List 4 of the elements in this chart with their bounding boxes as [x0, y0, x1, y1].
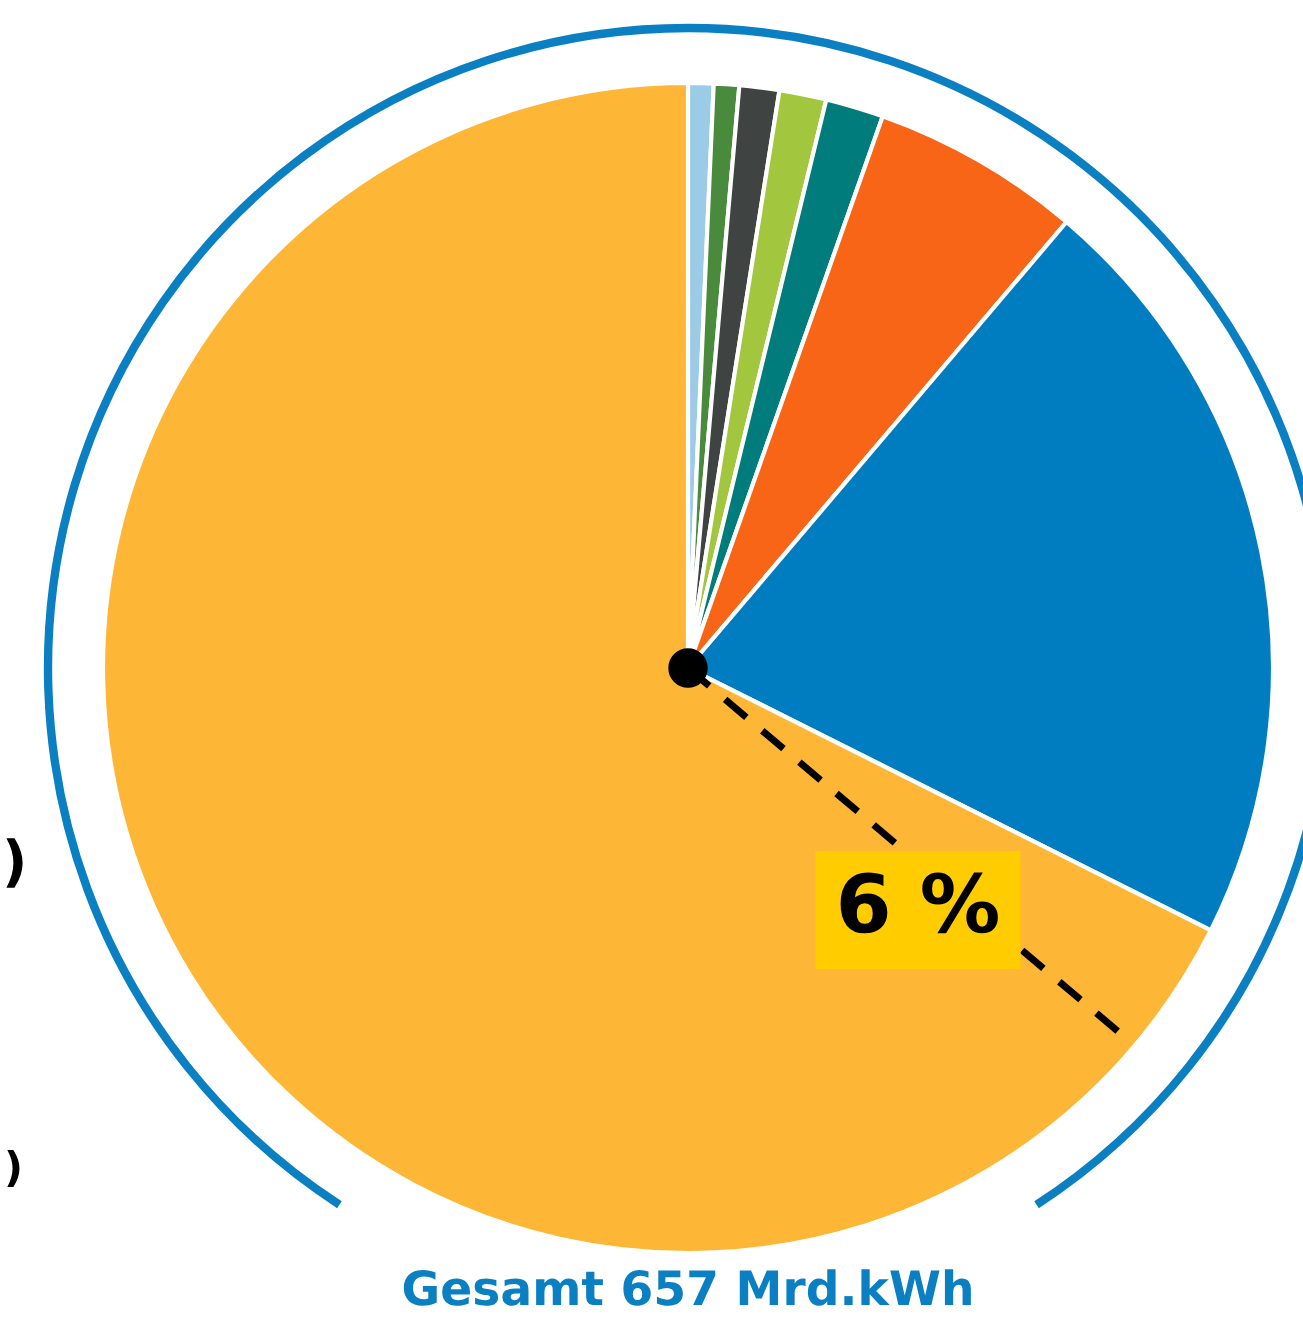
text: ) — [6, 838, 23, 888]
text: Gesamt 657 Mrd.kWh — [403, 1269, 971, 1306]
text: 6 % — [840, 872, 998, 934]
text: ) — [7, 1149, 20, 1187]
